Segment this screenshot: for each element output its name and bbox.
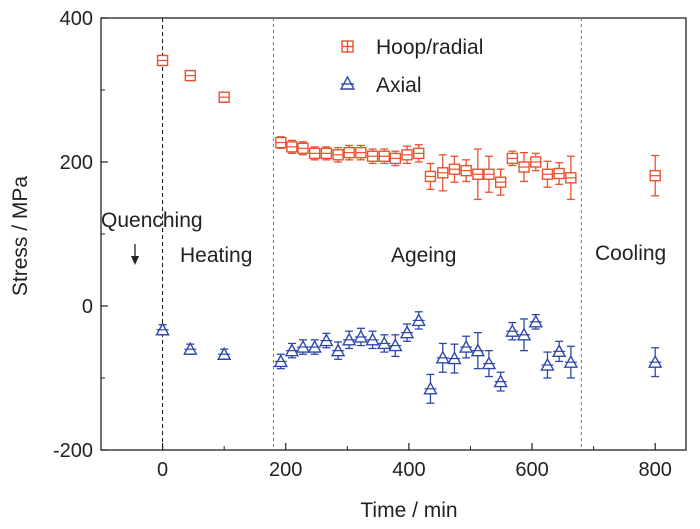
data-point <box>493 371 508 392</box>
data-point <box>183 341 198 355</box>
legend-label-axial: Axial <box>376 74 422 97</box>
y-tick-label: -200 <box>53 440 93 462</box>
data-point <box>320 146 333 161</box>
annotation-ageing: Ageing <box>391 244 456 267</box>
phase-annotations: Quenching Heating Ageing Cooling <box>101 209 666 267</box>
data-point <box>216 346 232 360</box>
data-point <box>470 331 486 370</box>
data-point <box>565 155 577 201</box>
data-point <box>518 151 530 183</box>
data-point <box>516 318 532 352</box>
axis-ticks <box>100 17 656 451</box>
annotation-cooling: Cooling <box>595 242 666 265</box>
annotation-quenching: Quenching <box>101 209 203 232</box>
data-point <box>447 343 462 374</box>
data-point <box>275 136 287 149</box>
data-point <box>378 148 390 165</box>
data-point <box>295 339 311 355</box>
data-point <box>648 347 663 378</box>
data-point <box>460 159 472 183</box>
data-point <box>423 373 438 404</box>
data-point <box>365 330 380 350</box>
data-point <box>284 342 300 359</box>
data-point <box>551 340 567 363</box>
x-tick-label: 200 <box>269 459 302 481</box>
data-point <box>528 313 543 330</box>
data-point <box>540 351 555 379</box>
data-point <box>413 144 425 163</box>
data-point <box>319 332 334 349</box>
data-point <box>297 141 309 156</box>
data-point <box>155 322 170 336</box>
data-point <box>448 155 461 183</box>
series-hoop-radial <box>156 54 661 201</box>
quenching-arrow-icon <box>131 244 139 265</box>
data-point <box>218 91 230 103</box>
data-point <box>273 353 288 370</box>
data-point <box>377 334 392 353</box>
data-point <box>184 69 196 82</box>
data-point <box>355 144 367 161</box>
data-point <box>343 144 355 161</box>
data-point <box>437 154 449 192</box>
data-point <box>332 146 344 163</box>
series-axial <box>155 311 663 404</box>
data-point <box>388 334 403 358</box>
data-point <box>286 139 298 155</box>
x-tick-label: 600 <box>515 459 548 481</box>
data-point <box>435 342 450 373</box>
phase-boundary-lines <box>162 18 582 450</box>
legend-marker-axial <box>339 75 356 90</box>
data-point <box>341 330 357 350</box>
x-tick-label: 400 <box>392 459 425 481</box>
data-point <box>530 152 542 172</box>
data-point <box>506 150 519 167</box>
data-point <box>563 345 579 379</box>
x-axis-label: Time / min <box>360 499 457 522</box>
legend-label-hoop-radial: Hoop/radial <box>376 36 483 59</box>
data-point <box>411 311 426 330</box>
y-axis-label: Stress / MPa <box>9 176 32 297</box>
x-tick-label: 0 <box>157 459 168 481</box>
data-point <box>156 54 169 67</box>
data-point <box>399 323 415 342</box>
data-point <box>505 321 520 341</box>
data-point <box>649 154 661 197</box>
data-point <box>401 145 413 165</box>
data-point <box>353 327 369 347</box>
tick-labels: 0 200 400 600 800 -200 0 200 400 <box>53 8 672 481</box>
data-point <box>389 150 402 167</box>
data-point <box>494 168 507 196</box>
data-point <box>307 339 322 355</box>
y-tick-label: 200 <box>60 152 93 174</box>
data-point <box>483 155 495 193</box>
legend: Hoop/radial Axial <box>339 36 483 97</box>
data-point <box>424 162 437 191</box>
y-tick-label: 400 <box>60 8 93 30</box>
data-point <box>553 162 565 185</box>
data-point <box>458 335 474 359</box>
data-point <box>472 148 484 201</box>
data-point <box>481 349 497 378</box>
x-tick-label: 800 <box>639 459 672 481</box>
data-point <box>330 341 346 360</box>
legend-marker-hoop-radial <box>341 40 354 53</box>
data-point <box>308 146 321 161</box>
annotation-heating: Heating <box>180 244 252 267</box>
data-point <box>541 160 554 188</box>
data-series <box>155 54 663 404</box>
y-tick-label: 0 <box>82 296 93 318</box>
data-point <box>366 148 379 165</box>
